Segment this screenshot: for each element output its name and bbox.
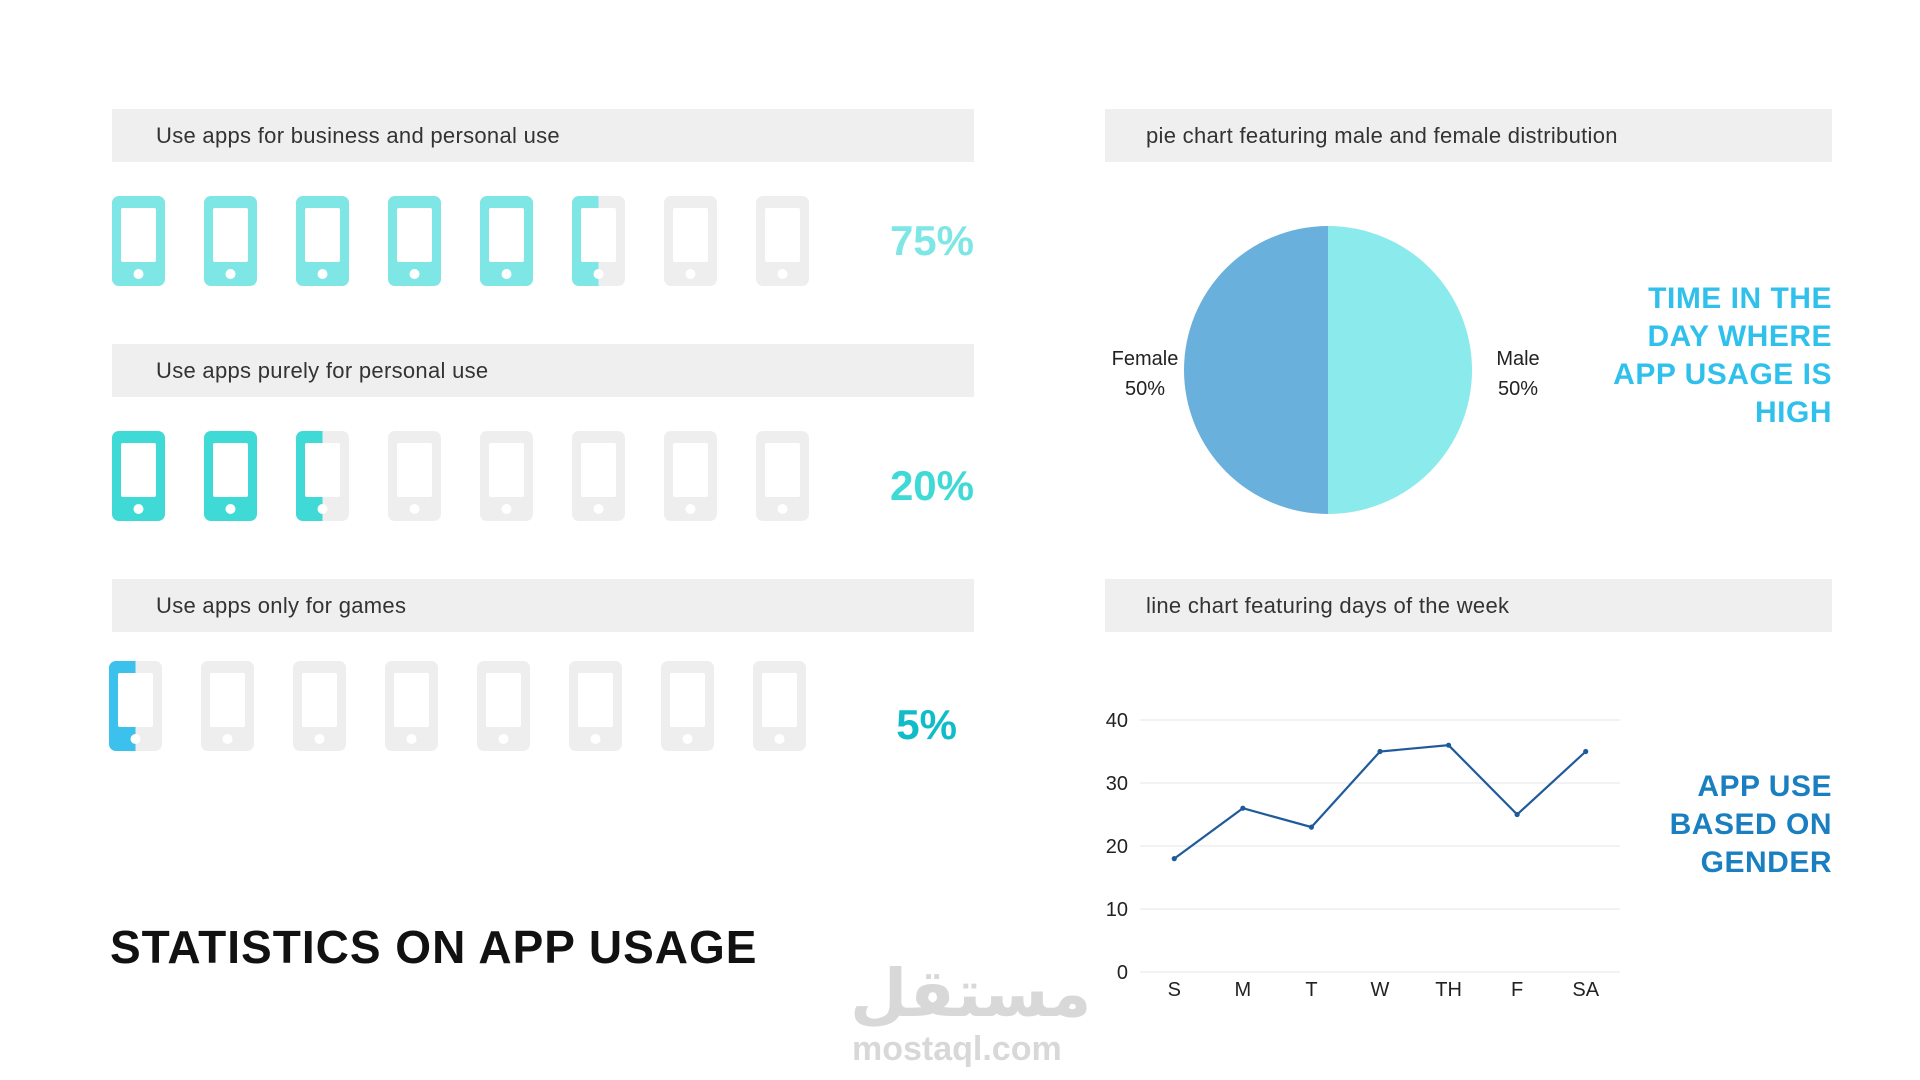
y-tick-label: 40 (1106, 710, 1128, 732)
watermark-logo-latin: mostaql.com (852, 1030, 1062, 1068)
line-point (1445, 742, 1452, 748)
phone-icon (756, 196, 809, 286)
phone-icon (293, 661, 346, 751)
phone-icon (664, 196, 717, 286)
pie-slice-male (1328, 226, 1472, 514)
usage-header-2: Use apps purely for personal use (112, 344, 974, 397)
phone-icon (572, 196, 625, 286)
phone-icon (756, 431, 809, 521)
usage-percent: 75% (889, 217, 974, 264)
y-tick-label: 30 (1106, 773, 1128, 795)
phone-icon (477, 661, 530, 751)
pie-value-label: 50% (1498, 378, 1538, 400)
usage-header-1: Use apps for business and personal use (112, 109, 974, 162)
phone-icon (388, 431, 441, 521)
pie-label: Male (1496, 348, 1539, 370)
x-tick-label: S (1168, 979, 1181, 1001)
line-point (1514, 811, 1520, 818)
phone-icon (201, 661, 254, 751)
side-text-time-of-day: TIME IN THE DAY WHERE APP USAGE IS HIGH (1613, 282, 1832, 429)
usage-label: Use apps purely for personal use (156, 357, 489, 383)
phone-row-2 (112, 431, 809, 521)
phone-icon (296, 196, 349, 286)
page-title: STATISTICS ON APP USAGE (110, 921, 758, 973)
usage-label: Use apps for business and personal use (156, 122, 560, 148)
line-point (1583, 748, 1589, 755)
phone-icon (480, 431, 533, 521)
phone-icon (385, 661, 438, 751)
phone-icon (753, 661, 806, 751)
phone-icon (664, 431, 717, 521)
phone-icon (112, 196, 165, 286)
phone-icon (204, 431, 257, 521)
line-header-label: line chart featuring days of the week (1146, 592, 1510, 618)
x-tick-label: W (1371, 979, 1390, 1001)
watermark-logo-arabic: مستقل (850, 955, 1092, 1032)
pie-label: Female (1112, 348, 1179, 370)
usage-header-3: Use apps only for games (112, 579, 974, 632)
y-tick-label: 20 (1106, 836, 1128, 858)
line-point (1308, 824, 1315, 830)
line-header: line chart featuring days of the week (1105, 579, 1832, 632)
x-tick-label: M (1235, 979, 1252, 1001)
y-tick-label: 0 (1117, 962, 1128, 984)
phone-icon (296, 431, 349, 521)
pie-value-label: 50% (1125, 378, 1165, 400)
line-point (1171, 856, 1177, 862)
line-point (1377, 748, 1383, 755)
phone-row-1 (112, 196, 809, 286)
usage-percent: 20% (889, 462, 974, 509)
y-tick-label: 10 (1106, 899, 1128, 921)
pie-slice-female (1184, 226, 1328, 514)
pie-chart: Female 50% Male 50% (1112, 226, 1540, 514)
pie-header: pie chart featuring male and female dist… (1105, 109, 1832, 162)
phone-icon (204, 196, 257, 286)
usage-percent: 5% (896, 701, 957, 748)
x-tick-label: F (1511, 979, 1523, 1001)
line-chart: 0 10 20 30 40 S M T W TH F SA (1106, 710, 1620, 1001)
phone-icon (480, 196, 533, 286)
usage-label: Use apps only for games (156, 592, 407, 618)
x-tick-label: T (1305, 979, 1317, 1001)
line-point (1240, 805, 1246, 811)
x-tick-label: TH (1435, 979, 1462, 1001)
phone-icon (572, 431, 625, 521)
phone-icon (569, 661, 622, 751)
line-series (1173, 744, 1587, 860)
x-tick-label: SA (1572, 979, 1599, 1001)
phone-row-3 (109, 661, 806, 751)
phone-icon (388, 196, 441, 286)
side-text-gender: APP USE BASED ON GENDER (1669, 770, 1832, 879)
pie-header-label: pie chart featuring male and female dist… (1146, 122, 1618, 148)
phone-icon (661, 661, 714, 751)
phone-icon (112, 431, 165, 521)
phone-icon (109, 661, 162, 751)
